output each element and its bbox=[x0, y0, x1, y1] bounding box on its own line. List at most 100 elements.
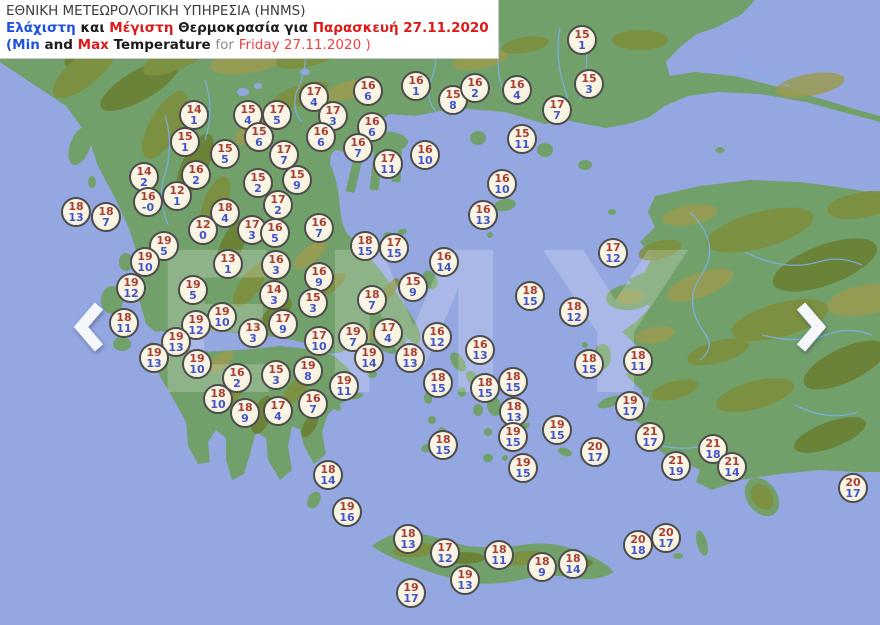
min-temperature: 9 bbox=[409, 286, 417, 299]
station-badge: 16 10 bbox=[410, 140, 440, 170]
max-temperature: 19 bbox=[214, 305, 230, 318]
station-badge: 19 10 bbox=[130, 247, 160, 277]
station-badge: 19 17 bbox=[396, 578, 426, 608]
max-temperature: 18 bbox=[357, 234, 373, 247]
station-badge: 17 11 bbox=[373, 149, 403, 179]
min-temperature: 17 bbox=[658, 537, 674, 550]
station-badge: 18 15 bbox=[470, 373, 500, 403]
min-temperature: 10 bbox=[137, 261, 153, 274]
max-temperature: 17 bbox=[325, 104, 341, 117]
station-badge: 20 17 bbox=[838, 473, 868, 503]
max-temperature: 16 bbox=[364, 115, 380, 128]
greek-mid: Θερμοκρασία για bbox=[178, 20, 309, 36]
station-badge: 18 13 bbox=[395, 343, 425, 373]
min-temperature: 17 bbox=[642, 436, 658, 449]
min-temperature: 12 bbox=[123, 287, 139, 300]
station-badge: 15 1 bbox=[567, 25, 597, 55]
max-temperature: 18 bbox=[210, 387, 226, 400]
station-badge: 15 3 bbox=[298, 288, 328, 318]
min-temperature: 1 bbox=[578, 39, 586, 52]
station-badge: 16 5 bbox=[260, 218, 290, 248]
max-temperature: 18 bbox=[364, 288, 380, 301]
station-badge: 19 12 bbox=[181, 310, 211, 340]
station-badge: 16 13 bbox=[468, 200, 498, 230]
station-badge: 18 13 bbox=[393, 524, 423, 554]
min-temperature: 6 bbox=[255, 136, 263, 149]
max-temperature: 19 bbox=[361, 346, 377, 359]
max-temperature: 12 bbox=[169, 184, 185, 197]
min-temperature: 15 bbox=[515, 467, 531, 480]
station-badge: 19 15 bbox=[508, 453, 538, 483]
prev-arrow-button[interactable] bbox=[73, 302, 107, 352]
station-badge: 19 17 bbox=[615, 391, 645, 421]
max-temperature: 15 bbox=[217, 142, 233, 155]
max-temperature: 17 bbox=[276, 143, 292, 156]
header-panel: ΕΘΝΙΚΗ ΜΕΤΕΩΡΟΛΟΓΙΚΗ ΥΠΗΡΕΣΙΑ (HNMS) Ελά… bbox=[0, 0, 499, 59]
max-temperature: 20 bbox=[845, 476, 861, 489]
station-badge: 17 4 bbox=[373, 318, 403, 348]
max-temperature: 18 bbox=[534, 555, 550, 568]
min-temperature: 13 bbox=[400, 538, 416, 551]
min-temperature: 13 bbox=[472, 349, 488, 362]
max-temperature: 19 bbox=[505, 425, 521, 438]
max-temperature: 16 bbox=[313, 125, 329, 138]
max-temperature: 13 bbox=[245, 321, 261, 334]
max-temperature: 18 bbox=[402, 346, 418, 359]
chevron-left-icon bbox=[73, 302, 104, 352]
min-temperature: 5 bbox=[189, 289, 197, 302]
station-badge: 19 10 bbox=[182, 349, 212, 379]
max-temperature: 17 bbox=[306, 85, 322, 98]
min-temperature: 10 bbox=[214, 316, 230, 329]
station-badge: 19 16 bbox=[332, 497, 362, 527]
min-temperature: 8 bbox=[449, 99, 457, 112]
station-badge: 18 15 bbox=[498, 367, 528, 397]
max-temperature: 18 bbox=[237, 401, 253, 414]
chevron-right-icon bbox=[796, 302, 827, 352]
station-badge: 12 1 bbox=[162, 181, 192, 211]
max-temperature: 19 bbox=[137, 250, 153, 263]
min-temperature: 1 bbox=[190, 114, 198, 127]
min-temperature: 4 bbox=[244, 114, 252, 127]
station-badge: 15 4 bbox=[233, 100, 263, 130]
min-temperature: 12 bbox=[188, 324, 204, 337]
max-temperature: 17 bbox=[437, 541, 453, 554]
max-temperature: 16 bbox=[311, 216, 327, 229]
min-temperature: 3 bbox=[272, 264, 280, 277]
max-temperature: 15 bbox=[405, 275, 421, 288]
max-temperature: 21 bbox=[668, 454, 684, 467]
min-temperature: 2 bbox=[471, 87, 479, 100]
min-temperature: 13 bbox=[506, 411, 522, 424]
station-badge: 19 14 bbox=[354, 343, 384, 373]
station-badge: 15 9 bbox=[282, 165, 312, 195]
min-temperature: 2 bbox=[192, 174, 200, 187]
max-temperature: 21 bbox=[724, 455, 740, 468]
min-temperature: 11 bbox=[514, 138, 530, 151]
station-badge: 19 5 bbox=[178, 275, 208, 305]
min-temperature: 4 bbox=[274, 410, 282, 423]
min-temperature: 2 bbox=[140, 176, 148, 189]
station-badge: 15 9 bbox=[398, 272, 428, 302]
max-temperature: 19 bbox=[156, 234, 172, 247]
station-badge: 19 15 bbox=[542, 415, 572, 445]
header-title: ΕΘΝΙΚΗ ΜΕΤΕΩΡΟΛΟΓΙΚΗ ΥΠΗΡΕΣΙΑ (HNMS) bbox=[6, 3, 306, 19]
station-badge: 18 11 bbox=[484, 540, 514, 570]
min-temperature: 9 bbox=[241, 412, 249, 425]
max-temperature: 16 bbox=[494, 172, 510, 185]
english-for: for bbox=[215, 37, 234, 53]
min-temperature: 15 bbox=[505, 436, 521, 449]
max-temperature: 18 bbox=[630, 349, 646, 362]
max-temperature: 18 bbox=[566, 300, 582, 313]
station-badge: 13 1 bbox=[213, 249, 243, 279]
station-badge: 21 19 bbox=[661, 451, 691, 481]
station-badge: 17 12 bbox=[430, 538, 460, 568]
max-temperature: 20 bbox=[587, 440, 603, 453]
max-temperature: 17 bbox=[549, 98, 565, 111]
next-arrow-button[interactable] bbox=[793, 302, 827, 352]
min-temperature: 15 bbox=[522, 295, 538, 308]
min-temperature: 7 bbox=[354, 147, 362, 160]
max-temperature: 18 bbox=[430, 371, 446, 384]
min-temperature: 10 bbox=[189, 363, 205, 376]
max-temperature: 16 bbox=[408, 74, 424, 87]
min-temperature: 3 bbox=[329, 115, 337, 128]
